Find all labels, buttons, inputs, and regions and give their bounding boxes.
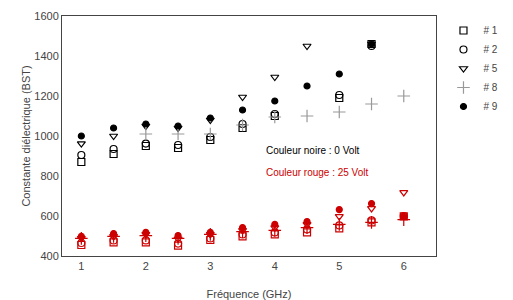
svg-text:5: 5 [336, 260, 342, 272]
svg-text:# 1: # 1 [483, 25, 497, 36]
svg-text:3: 3 [207, 260, 213, 272]
svg-text:800: 800 [40, 170, 58, 182]
svg-text:# 5: # 5 [483, 63, 497, 74]
svg-text:Fréquence (GHz): Fréquence (GHz) [207, 288, 292, 300]
svg-text:600: 600 [40, 210, 58, 222]
svg-text:1400: 1400 [34, 50, 58, 62]
svg-text:1200: 1200 [34, 90, 58, 102]
svg-text:2: 2 [143, 260, 149, 272]
svg-text:# 8: # 8 [483, 82, 497, 93]
svg-text:Constante diélectrique (BST): Constante diélectrique (BST) [20, 65, 32, 206]
svg-text:Couleur rouge : 25 Volt: Couleur rouge : 25 Volt [266, 167, 369, 178]
svg-text:1: 1 [78, 260, 84, 272]
svg-text:6: 6 [401, 260, 407, 272]
svg-text:# 2: # 2 [483, 44, 497, 55]
svg-text:1000: 1000 [34, 130, 58, 142]
svg-text:# 9: # 9 [483, 101, 497, 112]
svg-text:1600: 1600 [34, 10, 58, 22]
svg-text:400: 400 [40, 250, 58, 262]
svg-text:4: 4 [272, 260, 278, 272]
svg-text:Couleur noire : 0 Volt: Couleur noire : 0 Volt [266, 145, 360, 156]
